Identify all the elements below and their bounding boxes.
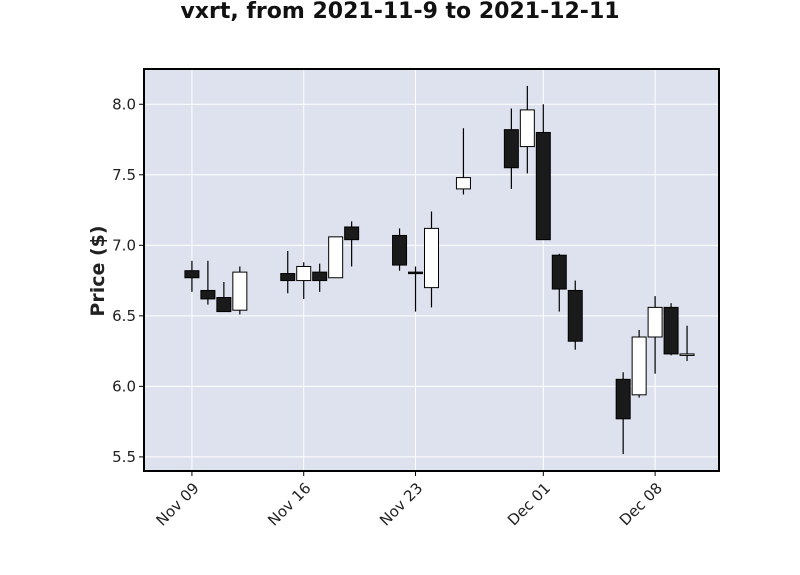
x-tick-label: Dec 08 — [616, 479, 666, 529]
y-tick-label: 7.5 — [112, 166, 136, 184]
y-tick-label: 5.5 — [112, 448, 136, 466]
candle-body-down — [392, 234, 408, 266]
candle-body-up — [519, 109, 535, 148]
candle — [631, 329, 647, 398]
candle — [392, 228, 408, 271]
candle — [328, 236, 344, 279]
y-tick-label: 6.5 — [112, 307, 136, 325]
y-axis-label: Price ($) — [87, 225, 109, 316]
candle — [535, 104, 551, 241]
candle-body-down — [551, 254, 567, 290]
candle — [424, 211, 439, 308]
candle — [519, 85, 535, 174]
candle-body-down — [663, 306, 679, 355]
candle — [408, 266, 424, 312]
candle — [280, 250, 296, 294]
candle-body-up — [232, 271, 248, 311]
candle-body-down — [344, 226, 360, 241]
candle-body-up — [296, 265, 312, 282]
candle-body-up — [455, 177, 471, 190]
x-tick-label: Nov 23 — [376, 479, 426, 529]
x-tick-label: Dec 01 — [504, 479, 554, 529]
candle-body-down — [200, 289, 216, 300]
y-tick-label: 6.0 — [112, 377, 136, 395]
candle-body-up — [679, 353, 695, 356]
candle — [503, 108, 519, 189]
candle — [551, 253, 567, 312]
x-axis-ticks: Nov 09 Nov 16 Nov 23 Dec 01 Dec 08 — [152, 471, 666, 529]
candle-body-down — [216, 297, 232, 313]
candle-body-down — [535, 131, 551, 241]
candle-body-up — [631, 336, 647, 396]
chart-title: vxrt, from 2021-11-9 to 2021-12-11 — [180, 0, 620, 24]
candle — [200, 260, 216, 305]
x-tick-label: Nov 09 — [152, 479, 202, 529]
candle — [647, 296, 663, 374]
candle — [679, 325, 695, 361]
candle-body-down — [567, 289, 583, 342]
candle — [615, 372, 631, 455]
candle — [663, 303, 679, 356]
candle — [344, 221, 360, 267]
y-tick-label: 7.0 — [112, 236, 136, 254]
candle-body-up — [328, 236, 344, 279]
candle-body-down — [280, 273, 296, 282]
candle — [296, 262, 312, 299]
candle — [232, 266, 248, 315]
candle-body-down — [503, 129, 519, 169]
candle-body-down — [408, 271, 424, 275]
y-axis-ticks: 5.5 6.0 6.5 7.0 7.5 8.0 — [112, 95, 144, 466]
candles — [184, 85, 695, 455]
y-tick-label: 8.0 — [112, 95, 136, 113]
candle-body-down — [184, 270, 200, 279]
candle — [216, 281, 232, 313]
candle-body-down — [312, 271, 328, 282]
candle — [312, 263, 328, 292]
candle — [567, 280, 583, 350]
candle — [455, 128, 471, 195]
x-tick-label: Nov 16 — [264, 479, 314, 529]
candle-body-down — [615, 378, 631, 420]
candle-body-up — [647, 306, 663, 338]
plot-frame — [143, 68, 720, 472]
candle — [184, 260, 200, 292]
candle-body-up — [424, 227, 439, 289]
